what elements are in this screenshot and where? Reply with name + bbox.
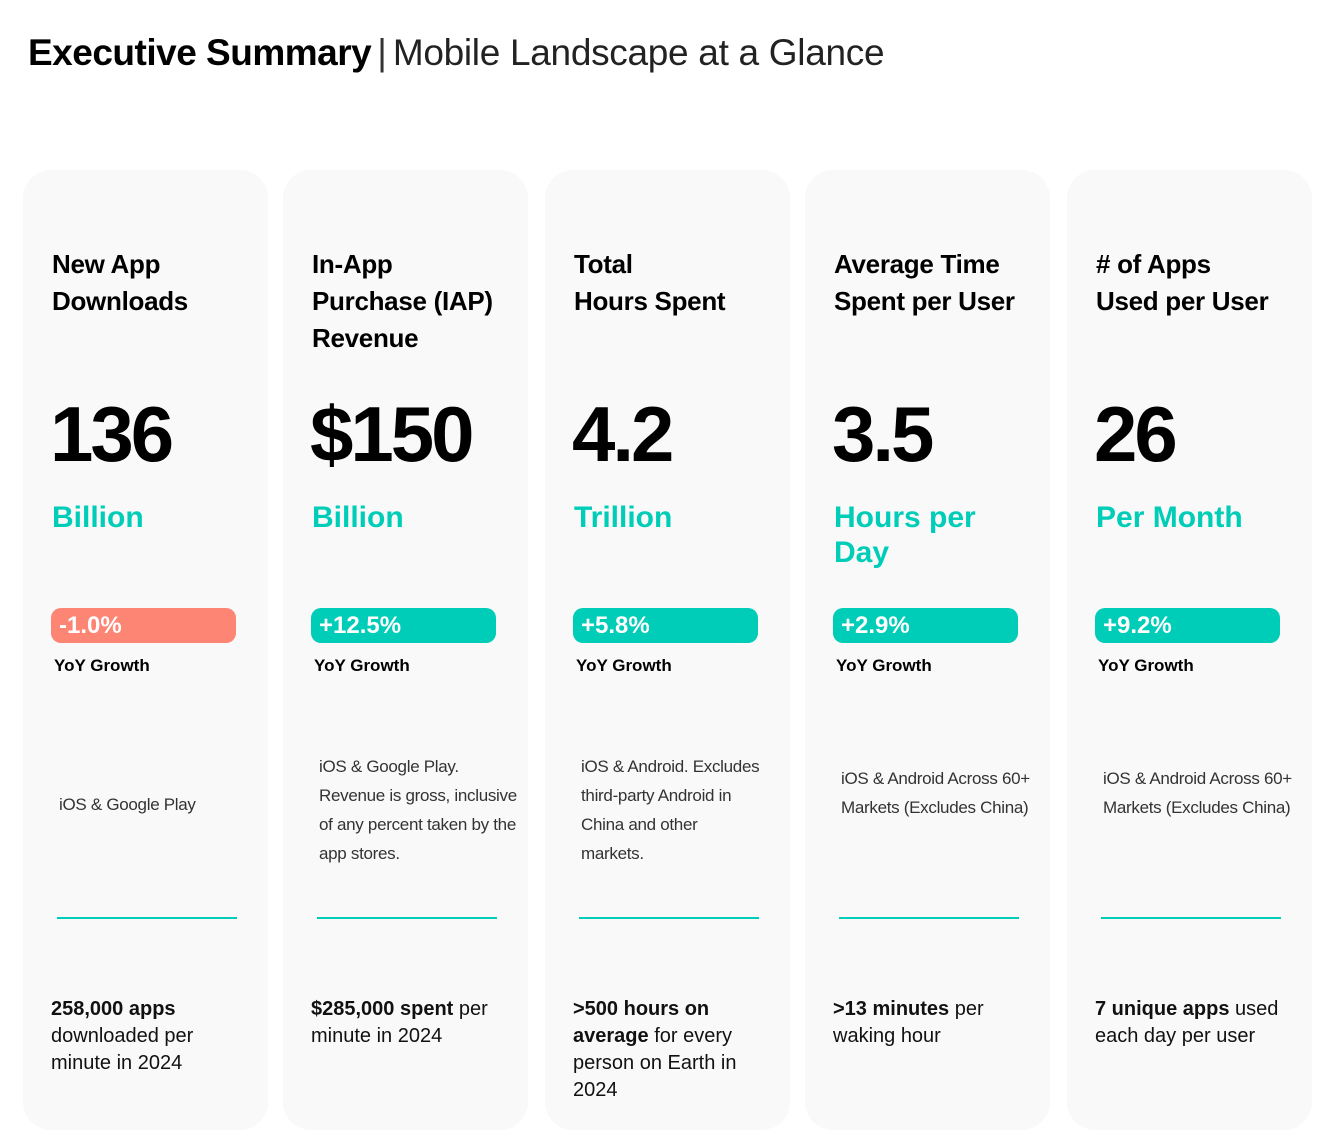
growth-badge: -1.0% <box>51 608 236 643</box>
page-header: Executive Summary | Mobile Landscape at a … <box>28 32 885 74</box>
card-title: # of Apps Used per User <box>1096 249 1269 316</box>
divider <box>579 917 759 919</box>
growth-badge: +5.8% <box>573 608 758 643</box>
title-separator: | <box>377 32 387 73</box>
card-value: 4.2 <box>572 390 674 478</box>
page-subtitle: Mobile Landscape at a Glance <box>392 32 885 73</box>
growth-label: YoY Growth <box>54 656 150 675</box>
card-unit: Per Month <box>1096 501 1243 534</box>
metric-card: Total Hours Spent 4.2 Trillion +5.8% YoY … <box>545 170 790 1130</box>
growth-label: YoY Growth <box>1098 656 1194 675</box>
footer-text: for every person on Earth in 2024 <box>573 1025 737 1101</box>
card-footer: >13 minutes per waking hour <box>833 996 1033 1050</box>
card-title: New App Downloads <box>52 249 188 316</box>
card-description: iOS & Android Across 60+ Markets (Exclud… <box>1103 769 1292 817</box>
card-unit: Billion <box>52 501 144 534</box>
divider <box>839 917 1019 919</box>
card-value: $150 <box>310 390 475 478</box>
metric-card: New App Downloads 136 Billion -1.0% YoY G… <box>23 170 268 1130</box>
footer-highlight: 258,000 apps <box>51 998 176 1020</box>
growth-label: YoY Growth <box>836 656 932 675</box>
metric-card: Average Time Spent per User 3.5 Hours per… <box>805 170 1050 1130</box>
growth-label: YoY Growth <box>314 656 410 675</box>
card-description: iOS & Google Play <box>59 795 196 814</box>
card-footer: $285,000 spent per minute in 2024 <box>311 996 511 1050</box>
card-title: In-App Purchase (IAP) Revenue <box>312 249 493 353</box>
card-footer: 7 unique apps used each day per user <box>1095 996 1285 1050</box>
card-footer: 258,000 apps downloaded per minute in 20… <box>51 996 221 1077</box>
card-unit: Billion <box>312 501 404 534</box>
growth-badge: +2.9% <box>833 608 1018 643</box>
card-description: iOS & Google Play. Revenue is gross, inc… <box>319 757 517 863</box>
footer-highlight: >13 minutes <box>833 998 950 1020</box>
card-title: Total Hours Spent <box>574 249 726 316</box>
card-title: Average Time Spent per User <box>834 249 1015 316</box>
divider <box>1101 917 1281 919</box>
card-description: iOS & Android Across 60+ Markets (Exclud… <box>841 769 1030 817</box>
footer-text: per waking hour <box>833 998 984 1047</box>
card-description: iOS & Android. Excludes third-party Andr… <box>581 757 760 863</box>
metric-card: In-App Purchase (IAP) Revenue $150 Billion… <box>283 170 528 1130</box>
footer-highlight: 7 unique apps <box>1095 998 1230 1020</box>
growth-badge: +12.5% <box>311 608 496 643</box>
footer-text: per minute in 2024 <box>311 998 488 1047</box>
card-value: 136 <box>50 390 174 478</box>
card-value: 3.5 <box>832 390 934 478</box>
footer-highlight: >500 hours on average <box>573 998 710 1047</box>
footer-text: used each day per user <box>1095 998 1279 1047</box>
footer-highlight: $285,000 spent <box>311 998 454 1020</box>
growth-label: YoY Growth <box>576 656 672 675</box>
growth-badge: +9.2% <box>1095 608 1280 643</box>
page-title: Executive Summary <box>28 32 372 73</box>
card-unit: Trillion <box>574 501 673 534</box>
metric-card: # of Apps Used per User 26 Per Month +9.2… <box>1067 170 1312 1130</box>
divider <box>57 917 237 919</box>
card-value: 26 <box>1094 390 1178 478</box>
footer-text: downloaded per minute in 2024 <box>51 1025 194 1074</box>
card-footer: >500 hours on average for every person o… <box>573 996 763 1104</box>
divider <box>317 917 497 919</box>
card-unit: Hours per Day <box>834 501 976 569</box>
